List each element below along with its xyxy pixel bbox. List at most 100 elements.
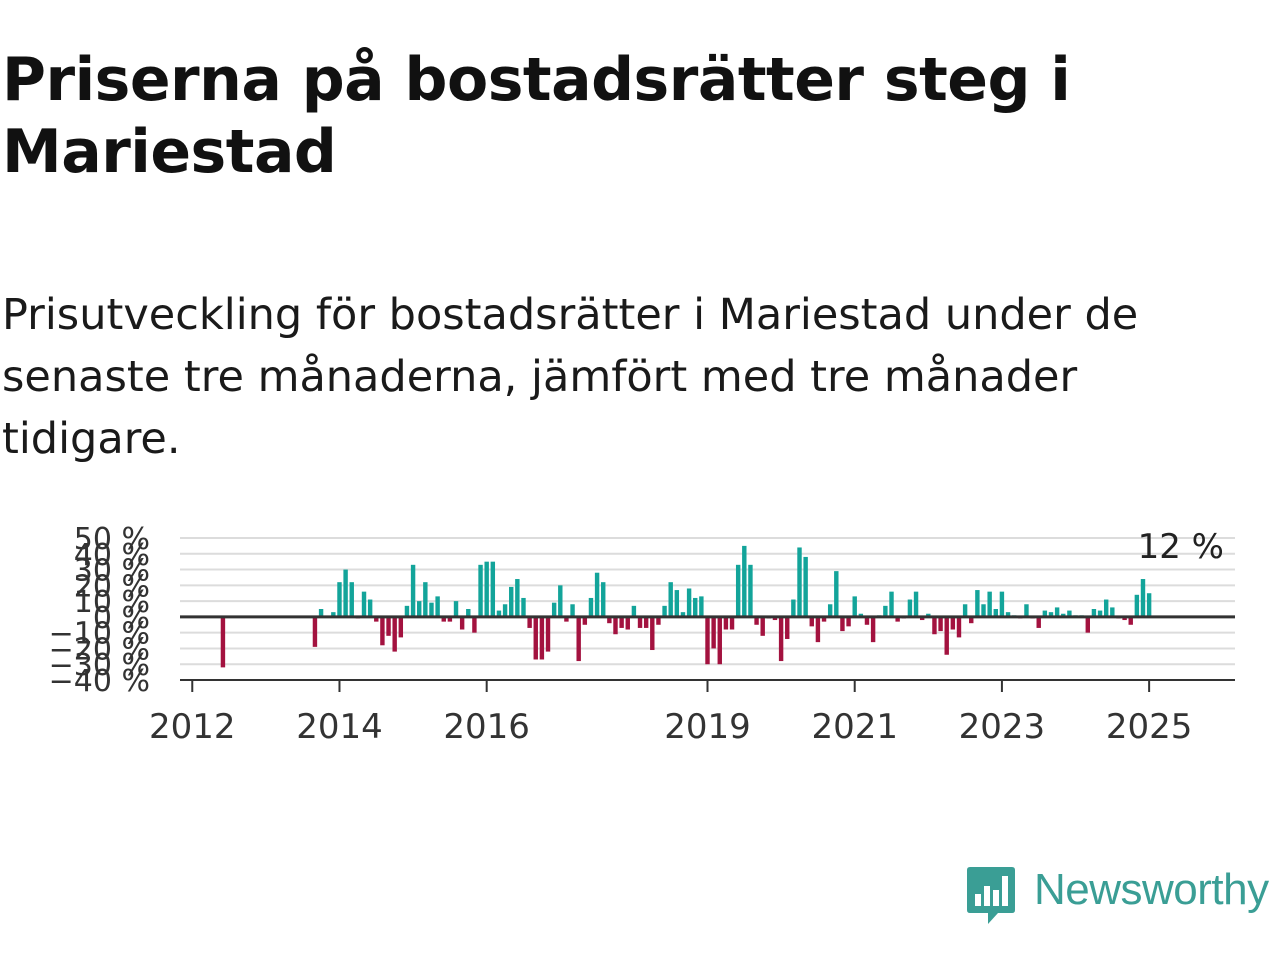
bars (220, 545, 1152, 668)
bar (693, 597, 698, 617)
bar (441, 616, 446, 622)
x-tick-label: 2025 (1106, 707, 1193, 740)
bar (944, 616, 949, 655)
bar (594, 572, 600, 617)
bar (1091, 609, 1097, 617)
y-tick-label: −30 % (49, 648, 150, 683)
x-tick-label: 2016 (443, 707, 530, 740)
y-tick-label: −20 % (49, 632, 150, 667)
bar (834, 571, 839, 617)
bar (1122, 616, 1127, 621)
bar (772, 616, 778, 621)
x-tick-label: 2019 (664, 707, 751, 740)
bar (883, 605, 888, 617)
x-axis: 2012 2014 2016 2019 2021 2023 2025 (149, 679, 1235, 740)
bar (607, 616, 612, 624)
bar (1103, 599, 1109, 617)
bar (380, 616, 385, 646)
bar (459, 616, 465, 630)
bar (1128, 616, 1133, 625)
bar (919, 616, 925, 621)
bar (735, 564, 741, 617)
bar (932, 616, 937, 635)
bar (453, 601, 459, 617)
bar (662, 605, 667, 617)
bar (588, 597, 594, 617)
bar (484, 561, 489, 617)
bar (404, 605, 410, 617)
bar (533, 616, 538, 660)
bar (331, 612, 336, 617)
bar (392, 616, 397, 652)
bar (318, 609, 324, 617)
bar (343, 569, 348, 617)
y-axis: −40 %−30 %−20 %−10 %0 %10 %20 %30 %40 %5… (49, 522, 150, 699)
bar (791, 599, 796, 617)
bar (349, 582, 354, 617)
bar (913, 591, 919, 617)
bar (993, 609, 998, 617)
bar (515, 579, 520, 617)
bar (435, 596, 440, 617)
bar (1024, 604, 1029, 617)
bar (723, 616, 729, 630)
bar (938, 616, 943, 632)
bar (361, 591, 367, 617)
bar (582, 616, 588, 625)
bar (527, 616, 532, 628)
bar (478, 564, 483, 617)
bar (466, 609, 471, 617)
bar (907, 599, 913, 617)
bar (711, 616, 716, 649)
bar (815, 616, 821, 643)
bar (962, 604, 968, 617)
bar (926, 613, 931, 617)
bar (502, 604, 508, 617)
bar (852, 596, 857, 617)
bar (643, 616, 649, 628)
bar (539, 616, 545, 660)
bar (987, 591, 992, 617)
bar (410, 564, 416, 617)
bar (417, 601, 422, 617)
bar (754, 616, 759, 625)
bar (1061, 613, 1066, 617)
bar (797, 547, 802, 617)
bar (367, 599, 373, 617)
y-tick-label: −40 % (49, 664, 150, 699)
bar (631, 605, 637, 617)
y-tick-label: 10 % (74, 585, 150, 620)
bar (1134, 594, 1140, 617)
bar (760, 616, 765, 636)
bar (1110, 607, 1115, 617)
x-tick-label: 2014 (296, 707, 383, 740)
y-tick-label: 0 % (93, 601, 150, 636)
bar (570, 604, 575, 617)
bar (374, 616, 379, 622)
bar (601, 582, 606, 617)
bar (423, 582, 428, 617)
bar (496, 610, 502, 617)
x-tick-label: 2012 (149, 707, 236, 740)
bar (447, 616, 453, 622)
bar (778, 616, 784, 662)
bar (840, 616, 845, 632)
latest-value-label: 12 % (1138, 527, 1224, 567)
gridlines (180, 537, 1235, 681)
bar (656, 616, 661, 625)
x-tick-label: 2023 (959, 707, 1046, 740)
bar (870, 616, 876, 643)
bar (975, 590, 980, 617)
bar (999, 591, 1005, 617)
bar (545, 616, 551, 652)
newsworthy-logo-icon (967, 867, 1015, 924)
newsworthy-logo[interactable]: Newsworthy (962, 864, 1278, 928)
bar (312, 616, 318, 647)
bar (1036, 616, 1041, 628)
bar (220, 616, 226, 668)
bar (717, 616, 722, 665)
bar (674, 590, 680, 617)
bar (650, 616, 655, 651)
bar (668, 582, 673, 617)
y-tick-label: 50 % (74, 522, 150, 557)
